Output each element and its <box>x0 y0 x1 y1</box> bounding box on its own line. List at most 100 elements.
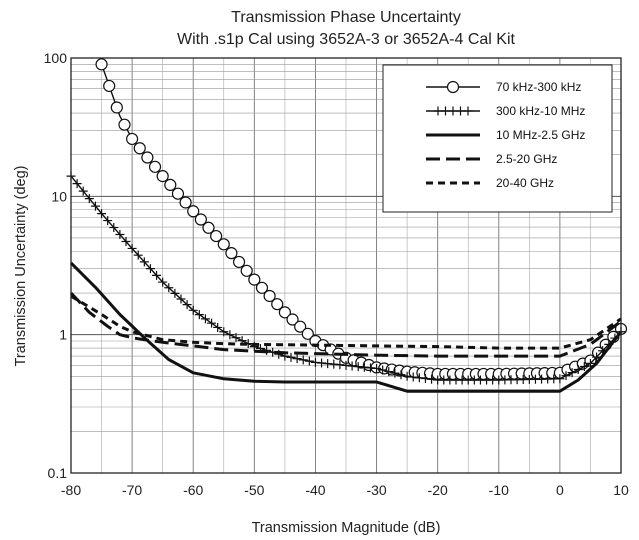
x-axis-label: Transmission Magnitude (dB) <box>252 520 441 536</box>
series-marker <box>225 247 238 260</box>
series-marker <box>298 355 308 365</box>
series-marker <box>152 270 162 280</box>
legend-item: 10 MHz-2.5 GHz <box>426 128 585 142</box>
legend-label: 20-40 GHz <box>496 176 554 190</box>
x-tick-label: -60 <box>183 482 203 498</box>
series-marker <box>72 179 82 189</box>
legend-item: 70 kHz-300 kHz <box>426 80 581 94</box>
series-marker <box>225 330 235 340</box>
series-marker <box>592 352 602 362</box>
series-marker <box>408 372 418 382</box>
series-marker <box>171 187 185 200</box>
series-marker <box>301 327 314 340</box>
series-layer <box>66 58 628 393</box>
series-4 <box>69 291 622 358</box>
series-marker <box>133 250 143 260</box>
series-marker <box>463 106 473 116</box>
series-marker <box>248 273 261 286</box>
series-marker <box>555 374 565 384</box>
series-marker <box>292 354 302 364</box>
series-marker <box>95 58 108 71</box>
series-marker <box>219 327 229 337</box>
y-tick-label: 100 <box>44 50 68 66</box>
plot-frame <box>70 57 622 474</box>
series-marker <box>164 283 174 293</box>
x-tick-label: -40 <box>305 482 325 498</box>
x-tick-label: -30 <box>366 482 386 498</box>
x-tick-label: -80 <box>61 482 81 498</box>
series-marker <box>179 196 192 209</box>
legend-item: 20-40 GHz <box>426 176 554 190</box>
series-marker <box>207 318 217 328</box>
y-tick-label: 10 <box>51 188 67 204</box>
series-marker <box>427 374 437 384</box>
series-marker <box>176 294 186 304</box>
series-marker <box>118 118 131 131</box>
series-marker <box>347 361 357 371</box>
series-line <box>70 294 622 350</box>
series-marker <box>263 289 276 303</box>
x-tick-label: 10 <box>613 482 629 498</box>
series-marker <box>446 80 460 94</box>
chart-subtitle: With .s1p Cal using 3652A-3 or 3652A-4 C… <box>177 31 516 48</box>
series-marker <box>378 365 388 375</box>
series-marker <box>573 365 583 375</box>
series-marker <box>126 132 139 146</box>
legend-label: 10 MHz-2.5 GHz <box>496 128 585 142</box>
series-marker <box>164 178 177 192</box>
series-marker <box>158 277 168 287</box>
series-1 <box>95 58 628 381</box>
tick-labels: -80 -70 -60 -50 -40 -30 -20 -10 0 10 0.1 1 10 100 <box>44 50 629 498</box>
series-marker <box>414 373 424 383</box>
series-marker <box>210 229 223 243</box>
series-marker <box>271 298 284 311</box>
series-marker <box>579 361 589 371</box>
series-marker <box>384 367 394 377</box>
series-marker <box>141 151 154 164</box>
series-marker <box>294 320 307 333</box>
series-marker <box>103 79 116 93</box>
series-marker <box>127 243 137 253</box>
series-marker <box>115 230 125 240</box>
series-marker <box>103 216 113 226</box>
series-marker <box>170 288 180 298</box>
series-line <box>69 261 623 393</box>
series-marker <box>585 358 595 368</box>
series-marker <box>353 362 363 372</box>
series-marker <box>202 221 215 234</box>
x-tick-label: -50 <box>244 482 264 498</box>
x-tick-label: -20 <box>428 482 448 498</box>
series-line <box>69 291 622 358</box>
series-marker <box>121 236 131 246</box>
legend-box <box>382 64 613 213</box>
x-tick-label: 0 <box>556 482 564 498</box>
x-tick-label: -70 <box>122 482 142 498</box>
series-marker <box>304 356 314 366</box>
series-marker <box>232 255 246 269</box>
series-3 <box>69 261 623 393</box>
x-tick-label: -10 <box>489 482 509 498</box>
series-marker <box>110 101 123 114</box>
series-marker <box>139 257 149 267</box>
series-marker <box>194 310 204 320</box>
series-2 <box>66 171 626 385</box>
series-marker <box>240 264 253 277</box>
series-marker <box>78 186 88 196</box>
legend-label: 2.5-20 GHz <box>496 152 557 166</box>
series-marker <box>188 305 198 315</box>
series-marker <box>84 194 94 204</box>
series-marker <box>365 363 375 373</box>
series-marker <box>194 213 207 226</box>
series-marker <box>286 352 296 362</box>
chart-title: Transmission Phase Uncertainty <box>231 9 461 26</box>
series-marker <box>255 281 269 294</box>
series-marker <box>187 205 200 218</box>
series-marker <box>359 362 369 372</box>
series-marker <box>182 300 192 310</box>
series-marker <box>390 368 400 378</box>
series-marker <box>90 201 100 211</box>
series-5 <box>70 294 622 350</box>
series-marker <box>402 371 412 381</box>
series-marker <box>145 264 155 274</box>
